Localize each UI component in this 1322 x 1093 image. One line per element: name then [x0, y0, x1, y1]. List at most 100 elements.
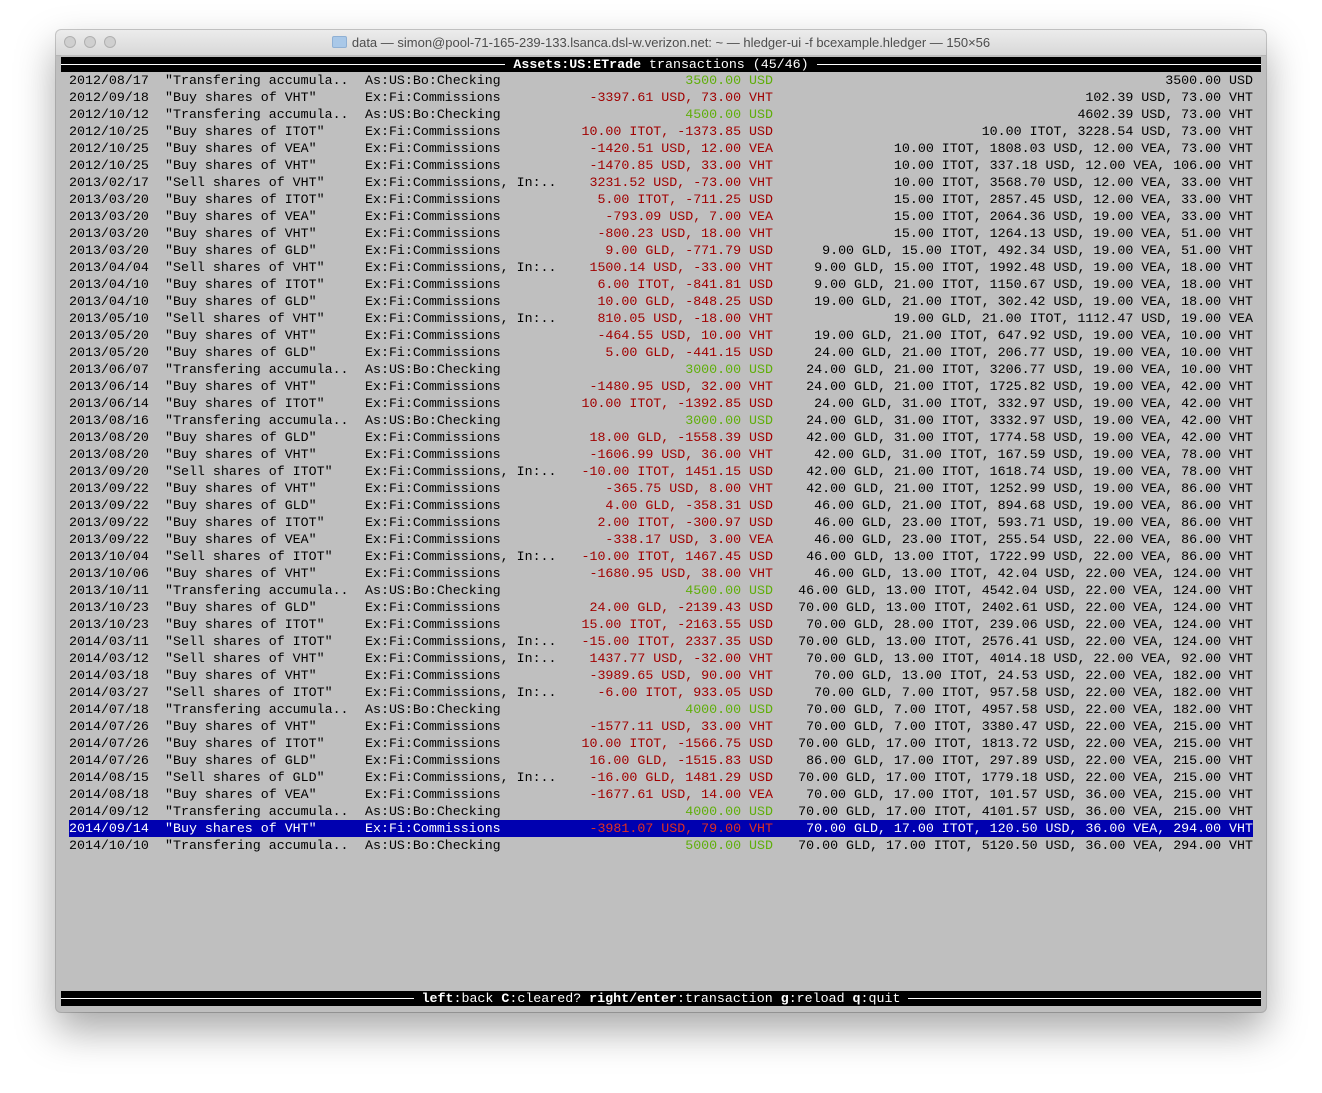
row-date: 2014/08/18	[69, 787, 149, 802]
transaction-row[interactable]: 2014/10/10 "Transfering accumula.. As:US:B…	[69, 837, 1253, 854]
transaction-row[interactable]: 2013/06/14 "Buy shares of VHT" Ex:Fi:Commi…	[69, 378, 1253, 395]
transaction-row[interactable]: 2014/03/27 "Sell shares of ITOT" Ex:Fi:Com…	[69, 684, 1253, 701]
row-balance: 42.00 GLD, 21.00 ITOT, 1252.99 USD, 19.0…	[806, 481, 1253, 496]
row-description: "Buy shares of VHT"	[165, 328, 317, 343]
transaction-row[interactable]: 2013/06/14 "Buy shares of ITOT" Ex:Fi:Comm…	[69, 395, 1253, 412]
transaction-row[interactable]: 2012/10/25 "Buy shares of VHT" Ex:Fi:Commi…	[69, 157, 1253, 174]
row-date: 2013/08/16	[69, 413, 149, 428]
screen-header: Assets:US:ETrade transactions (45/46)	[61, 57, 1261, 72]
transaction-row[interactable]: 2014/08/18 "Buy shares of VEA" Ex:Fi:Commi…	[69, 786, 1253, 803]
row-date: 2013/02/17	[69, 175, 149, 190]
transaction-row[interactable]: 2014/08/15 "Sell shares of GLD" Ex:Fi:Comm…	[69, 769, 1253, 786]
row-amount: 1437.77 USD, -32.00 VHT	[589, 651, 773, 666]
transaction-row[interactable]: 2013/03/20 "Buy shares of ITOT" Ex:Fi:Comm…	[69, 191, 1253, 208]
transaction-row[interactable]: 2012/08/17 "Transfering accumula.. As:US:B…	[69, 72, 1253, 89]
transaction-row[interactable]: 2013/09/22 "Buy shares of VHT" Ex:Fi:Commi…	[69, 480, 1253, 497]
transaction-row[interactable]: 2013/03/20 "Buy shares of VHT" Ex:Fi:Commi…	[69, 225, 1253, 242]
close-button[interactable]	[64, 36, 76, 48]
row-date: 2013/10/23	[69, 617, 149, 632]
row-date: 2013/10/04	[69, 549, 149, 564]
transaction-row[interactable]: 2013/06/07 "Transfering accumula.. As:US:B…	[69, 361, 1253, 378]
row-balance: 70.00 GLD, 7.00 ITOT, 957.58 USD, 22.00 …	[814, 685, 1253, 700]
row-other-accounts: Ex:Fi:Commissions	[365, 668, 501, 683]
header-suffix: transactions (45/46)	[641, 57, 809, 72]
row-date: 2013/09/22	[69, 481, 149, 496]
folder-icon	[331, 36, 347, 48]
transaction-row[interactable]: 2013/03/20 "Buy shares of GLD" Ex:Fi:Commi…	[69, 242, 1253, 259]
transaction-row[interactable]: 2012/09/18 "Buy shares of VHT" Ex:Fi:Commi…	[69, 89, 1253, 106]
row-other-accounts: Ex:Fi:Commissions	[365, 617, 501, 632]
row-description: "Buy shares of GLD"	[165, 753, 317, 768]
row-balance: 70.00 GLD, 13.00 ITOT, 2576.41 USD, 22.0…	[798, 634, 1253, 649]
minimize-button[interactable]	[84, 36, 96, 48]
transaction-row[interactable]: 2014/03/11 "Sell shares of ITOT" Ex:Fi:Com…	[69, 633, 1253, 650]
row-amount: 4500.00 USD	[685, 583, 773, 598]
key-action: quit	[868, 991, 901, 1006]
row-balance: 9.00 GLD, 21.00 ITOT, 1150.67 USD, 19.00…	[814, 277, 1253, 292]
transaction-row[interactable]: 2013/08/20 "Buy shares of VHT" Ex:Fi:Commi…	[69, 446, 1253, 463]
row-other-accounts: As:US:Bo:Checking	[365, 702, 501, 717]
transaction-row[interactable]: 2013/08/16 "Transfering accumula.. As:US:B…	[69, 412, 1253, 429]
row-amount: -3989.65 USD, 90.00 VHT	[589, 668, 773, 683]
row-description: "Buy shares of VEA"	[165, 532, 317, 547]
transaction-row[interactable]: 2013/10/23 "Buy shares of GLD" Ex:Fi:Commi…	[69, 599, 1253, 616]
row-date: 2014/10/10	[69, 838, 149, 853]
row-other-accounts: Ex:Fi:Commissions, In:..	[365, 634, 557, 649]
transaction-row[interactable]: 2013/05/20 "Buy shares of VHT" Ex:Fi:Commi…	[69, 327, 1253, 344]
row-other-accounts: Ex:Fi:Commissions	[365, 736, 501, 751]
selected-transaction-row[interactable]: 2014/09/14 "Buy shares of VHT" Ex:Fi:Commi…	[69, 820, 1253, 837]
row-balance: 24.00 GLD, 31.00 ITOT, 332.97 USD, 19.00…	[814, 396, 1253, 411]
transaction-row[interactable]: 2013/04/04 "Sell shares of VHT" Ex:Fi:Comm…	[69, 259, 1253, 276]
transaction-row[interactable]: 2014/07/26 "Buy shares of VHT" Ex:Fi:Commi…	[69, 718, 1253, 735]
row-balance: 4602.39 USD, 73.00 VHT	[1077, 107, 1253, 122]
row-description: "Buy shares of VHT"	[165, 481, 317, 496]
transaction-row[interactable]: 2012/10/25 "Buy shares of ITOT" Ex:Fi:Comm…	[69, 123, 1253, 140]
zoom-button[interactable]	[104, 36, 116, 48]
transaction-row[interactable]: 2012/10/25 "Buy shares of VEA" Ex:Fi:Commi…	[69, 140, 1253, 157]
transaction-row[interactable]: 2014/03/18 "Buy shares of VHT" Ex:Fi:Commi…	[69, 667, 1253, 684]
key-help: left:back C:cleared? right/enter:transac…	[413, 991, 909, 1006]
row-balance: 46.00 GLD, 21.00 ITOT, 894.68 USD, 19.00…	[814, 498, 1253, 513]
transaction-row[interactable]: 2013/10/23 "Buy shares of ITOT" Ex:Fi:Comm…	[69, 616, 1253, 633]
transaction-row[interactable]: 2013/02/17 "Sell shares of VHT" Ex:Fi:Comm…	[69, 174, 1253, 191]
terminal[interactable]: Assets:US:ETrade transactions (45/46) 20…	[61, 55, 1261, 1010]
transaction-row[interactable]: 2013/09/22 "Buy shares of GLD" Ex:Fi:Commi…	[69, 497, 1253, 514]
row-amount: -15.00 ITOT, 2337.35 USD	[581, 634, 773, 649]
transaction-row[interactable]: 2013/04/10 "Buy shares of GLD" Ex:Fi:Commi…	[69, 293, 1253, 310]
transaction-row[interactable]: 2012/10/12 "Transfering accumula.. As:US:B…	[69, 106, 1253, 123]
row-other-accounts: Ex:Fi:Commissions, In:..	[365, 651, 557, 666]
row-date: 2012/10/25	[69, 158, 149, 173]
row-date: 2012/10/25	[69, 124, 149, 139]
row-amount: -1420.51 USD, 12.00 VEA	[589, 141, 773, 156]
row-description: "Buy shares of VEA"	[165, 141, 317, 156]
transaction-row[interactable]: 2013/05/10 "Sell shares of VHT" Ex:Fi:Comm…	[69, 310, 1253, 327]
row-balance: 3500.00 USD	[1165, 73, 1253, 88]
transaction-row[interactable]: 2013/09/22 "Buy shares of VEA" Ex:Fi:Commi…	[69, 531, 1253, 548]
transaction-row[interactable]: 2013/05/20 "Buy shares of GLD" Ex:Fi:Commi…	[69, 344, 1253, 361]
row-description: "Buy shares of ITOT"	[165, 277, 325, 292]
transaction-row[interactable]: 2013/08/20 "Buy shares of GLD" Ex:Fi:Commi…	[69, 429, 1253, 446]
transaction-row[interactable]: 2013/09/20 "Sell shares of ITOT" Ex:Fi:Com…	[69, 463, 1253, 480]
transaction-row[interactable]: 2013/10/11 "Transfering accumula.. As:US:B…	[69, 582, 1253, 599]
row-description: "Buy shares of VHT"	[165, 447, 317, 462]
row-other-accounts: Ex:Fi:Commissions	[365, 345, 501, 360]
row-description: "Buy shares of GLD"	[165, 294, 317, 309]
transaction-row[interactable]: 2014/07/26 "Buy shares of GLD" Ex:Fi:Commi…	[69, 752, 1253, 769]
transaction-row[interactable]: 2014/03/12 "Sell shares of VHT" Ex:Fi:Comm…	[69, 650, 1253, 667]
transaction-row[interactable]: 2013/04/10 "Buy shares of ITOT" Ex:Fi:Comm…	[69, 276, 1253, 293]
key-action: reload	[796, 991, 845, 1006]
row-amount: 10.00 ITOT, -1392.85 USD	[581, 396, 773, 411]
row-amount: 2.00 ITOT, -300.97 USD	[597, 515, 773, 530]
row-description: "Transfering accumula..	[165, 413, 349, 428]
transaction-row[interactable]: 2013/09/22 "Buy shares of ITOT" Ex:Fi:Comm…	[69, 514, 1253, 531]
transaction-row[interactable]: 2013/10/04 "Sell shares of ITOT" Ex:Fi:Com…	[69, 548, 1253, 565]
transaction-row[interactable]: 2014/07/18 "Transfering accumula.. As:US:B…	[69, 701, 1253, 718]
transaction-row[interactable]: 2013/10/06 "Buy shares of VHT" Ex:Fi:Commi…	[69, 565, 1253, 582]
transaction-row[interactable]: 2014/07/26 "Buy shares of ITOT" Ex:Fi:Comm…	[69, 735, 1253, 752]
row-date: 2013/05/10	[69, 311, 149, 326]
window-title: data — simon@pool-71-165-239-133.lsanca.…	[351, 35, 991, 50]
transaction-row[interactable]: 2014/09/12 "Transfering accumula.. As:US:B…	[69, 803, 1253, 820]
transaction-row[interactable]: 2013/03/20 "Buy shares of VEA" Ex:Fi:Commi…	[69, 208, 1253, 225]
row-description: "Buy shares of VHT"	[165, 821, 317, 836]
row-description: "Transfering accumula..	[165, 702, 349, 717]
